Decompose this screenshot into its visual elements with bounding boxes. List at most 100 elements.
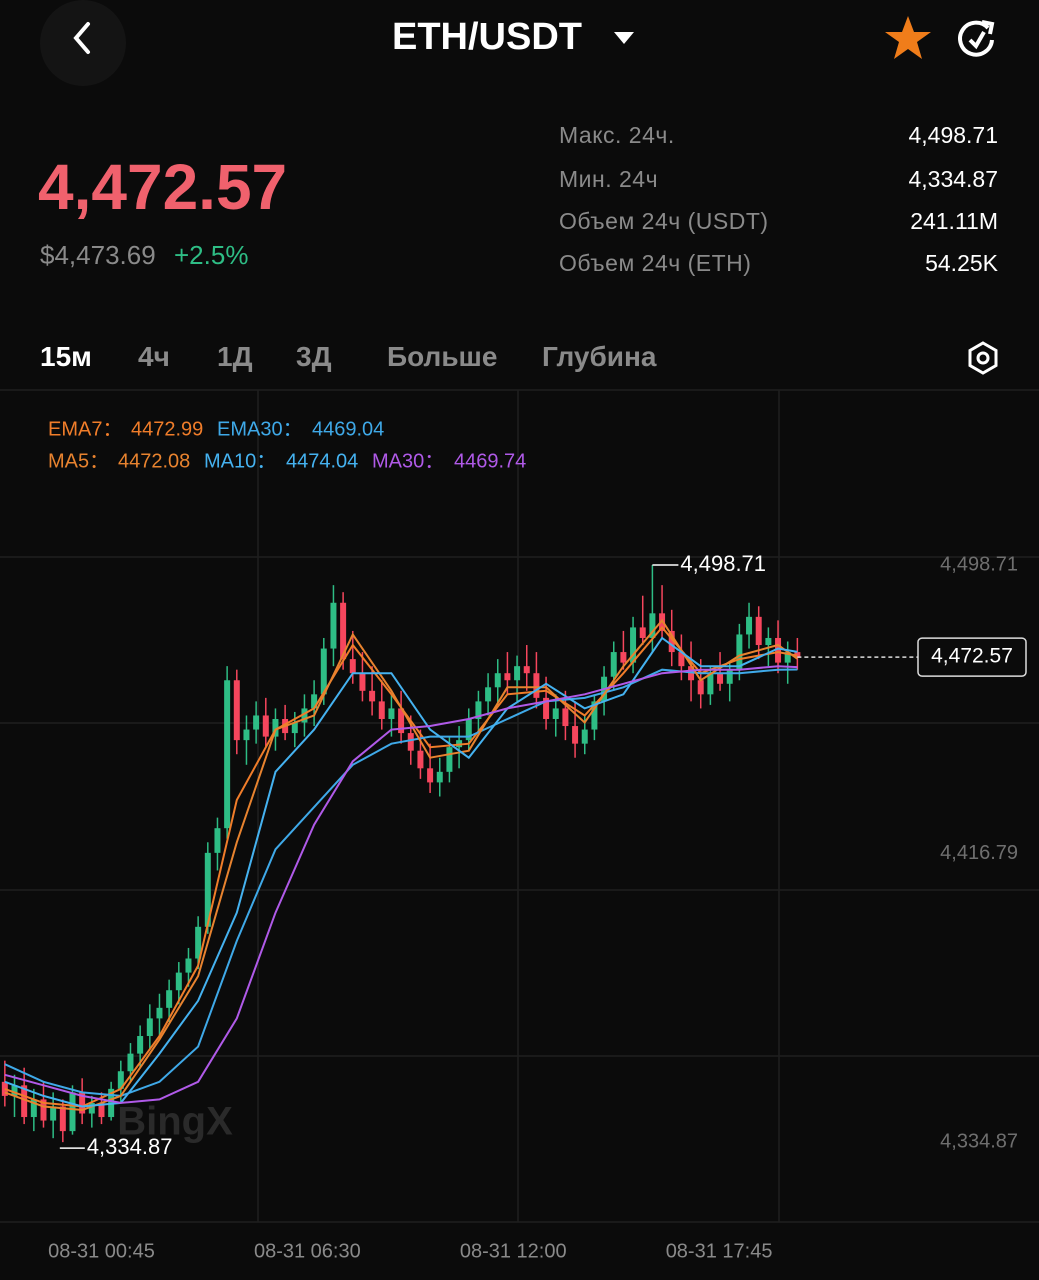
timeframe-tab[interactable]: Глубина	[542, 341, 657, 372]
y-tick-label: 4,416.79	[940, 842, 1018, 864]
back-button[interactable]	[40, 0, 126, 86]
candle-body	[475, 701, 482, 719]
x-tick-label: 08-31 17:45	[666, 1240, 773, 1262]
candle-body	[746, 616, 753, 635]
last-price-box	[917, 637, 1027, 677]
x-tick-label: 08-31 00:45	[48, 1240, 155, 1262]
candle-body	[243, 729, 250, 741]
settings-icon[interactable]	[966, 340, 1000, 376]
stat-value: 4,334.87	[908, 166, 998, 192]
candle-body	[311, 694, 318, 709]
y-tick-label: 4,334.87	[940, 1130, 1018, 1152]
candle-body	[69, 1092, 76, 1132]
watermark: BingX	[117, 1100, 233, 1144]
candle-body	[504, 673, 511, 681]
candle-body	[156, 1007, 163, 1019]
candle-body	[707, 673, 714, 695]
candle-body	[30, 1099, 37, 1118]
candle-body	[98, 1102, 105, 1118]
legend-name: MA30：	[372, 450, 444, 472]
candle-body	[59, 1106, 66, 1132]
legend-value: 4469.04	[312, 418, 384, 440]
legend-name: MA5：	[48, 450, 109, 472]
candle-body	[649, 613, 656, 638]
candle-body	[214, 828, 221, 853]
timeframe-tab[interactable]: 15м	[40, 341, 92, 372]
candle-body	[388, 708, 395, 719]
candle-body	[572, 726, 579, 744]
candle-body	[253, 715, 260, 730]
stat-value: 241.11M	[910, 208, 998, 234]
stat-label: Мин. 24ч	[559, 166, 659, 192]
candle-body	[494, 673, 501, 688]
candle-body	[175, 972, 182, 991]
candle-body	[436, 771, 443, 783]
candle-body	[697, 680, 704, 695]
indicator-line	[4, 665, 798, 1104]
candle-body	[639, 627, 646, 638]
legend-value: 4472.08	[118, 450, 190, 472]
legend-name: MA10：	[204, 450, 276, 472]
candle-body	[581, 729, 588, 744]
candle-body	[117, 1071, 124, 1089]
candle-body	[514, 666, 521, 681]
candle-body	[88, 1102, 95, 1114]
candle-body	[755, 616, 762, 646]
grid	[0, 389, 1039, 1223]
share-icon[interactable]	[954, 16, 998, 60]
timeframe-tab[interactable]: 3Д	[296, 341, 332, 372]
high-label: 4,498.71	[680, 551, 766, 576]
candle-body	[291, 722, 298, 734]
candle-body	[465, 718, 472, 741]
candle-body	[552, 708, 559, 719]
pair-dropdown[interactable]	[612, 28, 636, 48]
y-tick-label: 4,498.71	[940, 553, 1018, 575]
candle-body	[79, 1092, 86, 1114]
candle-body	[427, 768, 434, 783]
legend-value: 4472.99	[131, 418, 203, 440]
candle-body	[533, 673, 540, 698]
usd-price: $4,473.69	[40, 240, 156, 270]
candle-body	[137, 1036, 144, 1054]
candle-body	[349, 659, 356, 674]
candle-body	[11, 1085, 18, 1096]
candle-body	[262, 715, 269, 737]
candle-body	[378, 701, 385, 719]
candle-body	[40, 1099, 47, 1121]
indicator-line	[4, 618, 798, 1112]
candle-body	[407, 733, 414, 751]
candle-body	[21, 1085, 28, 1118]
candle-body	[320, 648, 327, 695]
favorite-star[interactable]	[884, 14, 932, 62]
candle-body	[224, 680, 231, 829]
candle-body	[146, 1018, 153, 1037]
candle-body	[166, 990, 173, 1008]
candle-body	[195, 926, 202, 959]
candle-body	[562, 708, 569, 727]
candle-body	[775, 637, 782, 663]
candle-body	[620, 652, 627, 663]
price-change: +2.5%	[174, 240, 249, 270]
candle-body	[630, 627, 637, 663]
timeframe-tab[interactable]: 4ч	[138, 341, 170, 372]
pair-title[interactable]: ETH/USDT	[392, 16, 582, 58]
candle-body	[50, 1106, 57, 1121]
candle-body	[369, 690, 376, 702]
candle-body	[359, 673, 366, 691]
last-price-label: 4,472.57	[931, 645, 1013, 668]
candle-body	[610, 652, 617, 677]
timeframe-tab[interactable]: Больше	[387, 341, 498, 372]
legend-name: EMA7：	[48, 418, 122, 440]
candle-body	[233, 680, 240, 741]
candle-body	[185, 958, 192, 973]
candle-body	[591, 701, 598, 730]
timeframe-tab[interactable]: 1Д	[217, 341, 253, 372]
back-icon	[73, 22, 90, 54]
candle-body	[726, 669, 733, 684]
legend-value: 4469.74	[454, 450, 526, 472]
candle-body	[678, 652, 685, 667]
candle-body	[485, 687, 492, 702]
legend-name: EMA30：	[217, 418, 303, 440]
candle-body	[127, 1053, 134, 1072]
stat-label: Объем 24ч (USDT)	[559, 208, 769, 234]
